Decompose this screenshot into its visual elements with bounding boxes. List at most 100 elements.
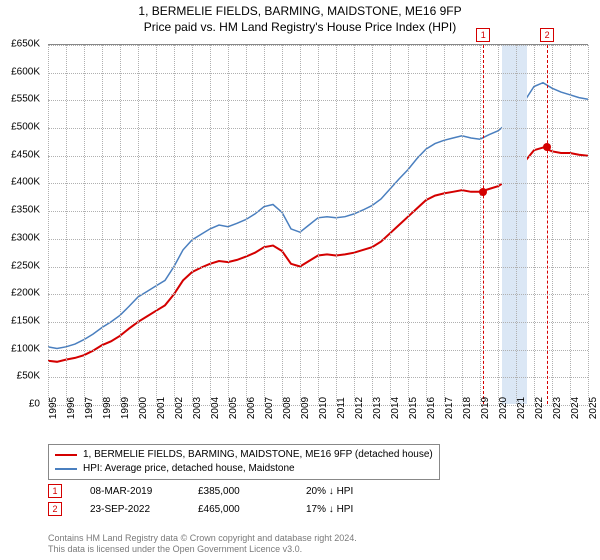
x-tick-label: 2000 [138, 397, 149, 419]
y-tick-label: £250K [11, 260, 40, 271]
x-tick-label: 2010 [318, 397, 329, 419]
y-tick-label: £500K [11, 122, 40, 133]
gridline-vertical [372, 45, 373, 404]
x-tick-label: 2016 [426, 397, 437, 419]
gridline-vertical [408, 45, 409, 404]
gridline-vertical [498, 45, 499, 404]
y-tick-label: £150K [11, 315, 40, 326]
x-tick-label: 2009 [300, 397, 311, 419]
gridline-vertical [480, 45, 481, 404]
gridline-vertical [246, 45, 247, 404]
x-tick-label: 2012 [354, 397, 365, 419]
gridline-vertical [462, 45, 463, 404]
y-tick-label: £400K [11, 177, 40, 188]
gridline-vertical [192, 45, 193, 404]
y-tick-label: £550K [11, 94, 40, 105]
x-tick-label: 2023 [552, 397, 563, 419]
x-tick-label: 2022 [534, 397, 545, 419]
sale-delta: 20% ↓ HPI [306, 486, 386, 497]
gridline-vertical [516, 45, 517, 404]
gridline-vertical [210, 45, 211, 404]
sale-marker-dot-1 [479, 188, 487, 196]
x-tick-label: 2005 [228, 397, 239, 419]
x-tick-label: 2015 [408, 397, 419, 419]
sale-marker-box-1: 1 [476, 28, 490, 42]
sales-table: 108-MAR-2019£385,00020% ↓ HPI223-SEP-202… [48, 482, 386, 518]
sale-date: 08-MAR-2019 [90, 486, 170, 497]
y-tick-label: £0 [29, 399, 40, 410]
legend-item: 1, BERMELIE FIELDS, BARMING, MAIDSTONE, … [55, 448, 433, 462]
gridline-vertical [84, 45, 85, 404]
gridline-vertical [300, 45, 301, 404]
x-tick-label: 2004 [210, 397, 221, 419]
gridline-vertical [48, 45, 49, 404]
x-tick-label: 2024 [570, 397, 581, 419]
y-tick-label: £650K [11, 39, 40, 50]
gridline-vertical [138, 45, 139, 404]
sale-price: £385,000 [198, 486, 278, 497]
x-tick-label: 2019 [480, 397, 491, 419]
x-tick-label: 2025 [588, 397, 599, 419]
y-tick-label: £50K [17, 371, 40, 382]
gridline-vertical [390, 45, 391, 404]
sale-marker-dot-2 [543, 143, 551, 151]
x-tick-label: 1997 [84, 397, 95, 419]
chart-container: 1, BERMELIE FIELDS, BARMING, MAIDSTONE, … [0, 0, 600, 560]
x-tick-label: 2003 [192, 397, 203, 419]
x-tick-label: 1995 [48, 397, 59, 419]
x-tick-label: 2008 [282, 397, 293, 419]
footer-line-2: This data is licensed under the Open Gov… [48, 544, 357, 556]
gridline-vertical [66, 45, 67, 404]
legend-swatch [55, 454, 77, 456]
gridline-vertical [120, 45, 121, 404]
gridline-vertical [444, 45, 445, 404]
x-tick-label: 1996 [66, 397, 77, 419]
gridline-vertical [174, 45, 175, 404]
y-tick-label: £450K [11, 149, 40, 160]
x-axis-labels: 1995199619971998199920002001200220032004… [48, 404, 588, 444]
sale-delta: 17% ↓ HPI [306, 504, 386, 515]
legend-item: HPI: Average price, detached house, Maid… [55, 462, 433, 476]
plot-area [48, 44, 588, 404]
gridline-vertical [552, 45, 553, 404]
x-tick-label: 2021 [516, 397, 527, 419]
title-line-2: Price paid vs. HM Land Registry's House … [0, 20, 600, 36]
sale-marker-line-2 [547, 45, 548, 404]
x-tick-label: 2007 [264, 397, 275, 419]
title-line-1: 1, BERMELIE FIELDS, BARMING, MAIDSTONE, … [0, 4, 600, 20]
y-tick-label: £100K [11, 343, 40, 354]
y-tick-label: £300K [11, 232, 40, 243]
x-tick-label: 1999 [120, 397, 131, 419]
x-tick-label: 2011 [336, 397, 347, 419]
legend-swatch [55, 468, 77, 470]
sale-row: 223-SEP-2022£465,00017% ↓ HPI [48, 500, 386, 518]
gridline-vertical [570, 45, 571, 404]
y-tick-label: £350K [11, 205, 40, 216]
sale-marker-box-2: 2 [540, 28, 554, 42]
x-tick-label: 2013 [372, 397, 383, 419]
gridline-vertical [156, 45, 157, 404]
gridline-vertical [336, 45, 337, 404]
legend: 1, BERMELIE FIELDS, BARMING, MAIDSTONE, … [48, 444, 440, 480]
x-tick-label: 2020 [498, 397, 509, 419]
gridline-vertical [282, 45, 283, 404]
gridline-vertical [534, 45, 535, 404]
x-tick-label: 2014 [390, 397, 401, 419]
footer-attribution: Contains HM Land Registry data © Crown c… [48, 533, 357, 556]
gridline-vertical [318, 45, 319, 404]
x-tick-label: 2018 [462, 397, 473, 419]
x-tick-label: 2017 [444, 397, 455, 419]
gridline-vertical [228, 45, 229, 404]
x-tick-label: 2002 [174, 397, 185, 419]
gridline-vertical [264, 45, 265, 404]
gridline-vertical [102, 45, 103, 404]
x-tick-label: 2001 [156, 397, 167, 419]
sale-date: 23-SEP-2022 [90, 504, 170, 515]
legend-label: HPI: Average price, detached house, Maid… [83, 462, 295, 476]
gridline-vertical [354, 45, 355, 404]
y-tick-label: £200K [11, 288, 40, 299]
legend-label: 1, BERMELIE FIELDS, BARMING, MAIDSTONE, … [83, 448, 433, 462]
footer-line-1: Contains HM Land Registry data © Crown c… [48, 533, 357, 545]
sale-row: 108-MAR-2019£385,00020% ↓ HPI [48, 482, 386, 500]
gridline-vertical [588, 45, 589, 404]
